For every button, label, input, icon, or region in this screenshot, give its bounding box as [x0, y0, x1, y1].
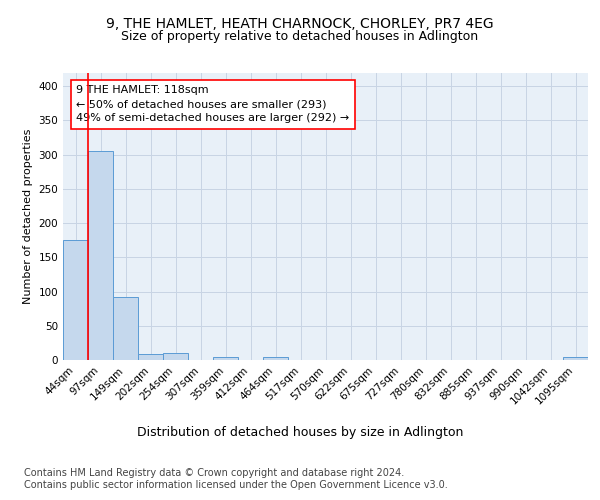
Bar [138, 354, 163, 360]
Text: Size of property relative to detached houses in Adlington: Size of property relative to detached ho… [121, 30, 479, 43]
Bar [263, 358, 288, 360]
Bar [88, 151, 113, 360]
Text: Contains HM Land Registry data © Crown copyright and database right 2024.: Contains HM Land Registry data © Crown c… [24, 468, 404, 477]
Text: Distribution of detached houses by size in Adlington: Distribution of detached houses by size … [137, 426, 463, 439]
Text: Contains public sector information licensed under the Open Government Licence v3: Contains public sector information licen… [24, 480, 448, 490]
Text: 9 THE HAMLET: 118sqm
← 50% of detached houses are smaller (293)
49% of semi-deta: 9 THE HAMLET: 118sqm ← 50% of detached h… [76, 86, 349, 124]
Text: 9, THE HAMLET, HEATH CHARNOCK, CHORLEY, PR7 4EG: 9, THE HAMLET, HEATH CHARNOCK, CHORLEY, … [106, 18, 494, 32]
Bar [63, 240, 88, 360]
Y-axis label: Number of detached properties: Number of detached properties [23, 128, 33, 304]
Bar [163, 353, 188, 360]
Bar [113, 297, 138, 360]
Bar [213, 358, 238, 360]
Bar [563, 358, 588, 360]
